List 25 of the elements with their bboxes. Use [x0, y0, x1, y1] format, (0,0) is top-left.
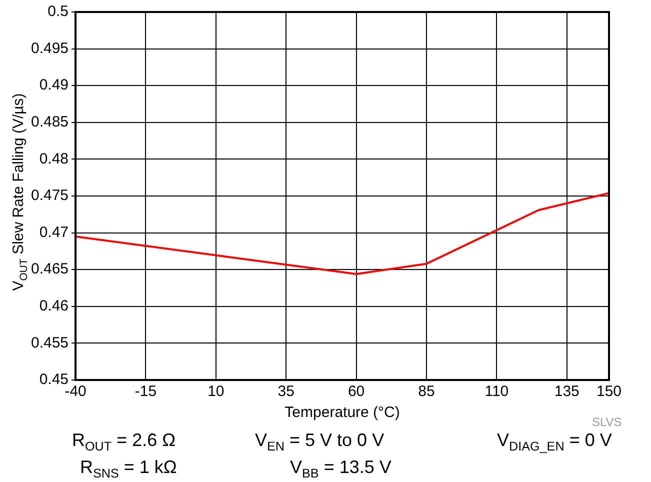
y-tick-label: 0.48 — [39, 150, 69, 168]
y-tick-label: 0.47 — [39, 224, 69, 241]
y-tick-label: 0.5 — [48, 3, 69, 20]
text: R$_{SNS}$ = 1 kΩ — [80, 457, 177, 481]
y-tick-label: 0.465 — [30, 260, 69, 278]
y-tick-label: 0.49 — [39, 76, 69, 94]
y-tick-label: 0.495 — [30, 40, 69, 57]
x-axis-title: Temperature (°C) — [284, 404, 400, 422]
x-tick-label: 110 — [484, 383, 509, 400]
x-tick-label: 60 — [348, 383, 365, 400]
x-tick-label: 85 — [418, 383, 435, 400]
x-tick-label: 35 — [278, 383, 294, 400]
y-tick-label: 0.475 — [30, 187, 69, 204]
text: V$_{BB}$ = 13.5 V — [290, 457, 392, 481]
x-tick-label: 135 — [554, 383, 580, 400]
x-tick-label: 10 — [208, 383, 224, 400]
y-tick-label: 0.46 — [39, 298, 69, 315]
text: R$_{OUT}$ = 2.6 Ω — [72, 430, 176, 454]
y-tick-label: 0.455 — [30, 334, 69, 352]
text: SLVS — [592, 415, 622, 429]
y-tick-label: 0.485 — [30, 114, 69, 131]
text: V$_{DIAG_EN}$ = 0 V — [497, 430, 612, 454]
x-tick-label: 150 — [596, 383, 622, 400]
x-tick-label: -15 — [134, 383, 157, 400]
text: V$_{EN}$ = 5 V to 0 V — [255, 430, 384, 454]
